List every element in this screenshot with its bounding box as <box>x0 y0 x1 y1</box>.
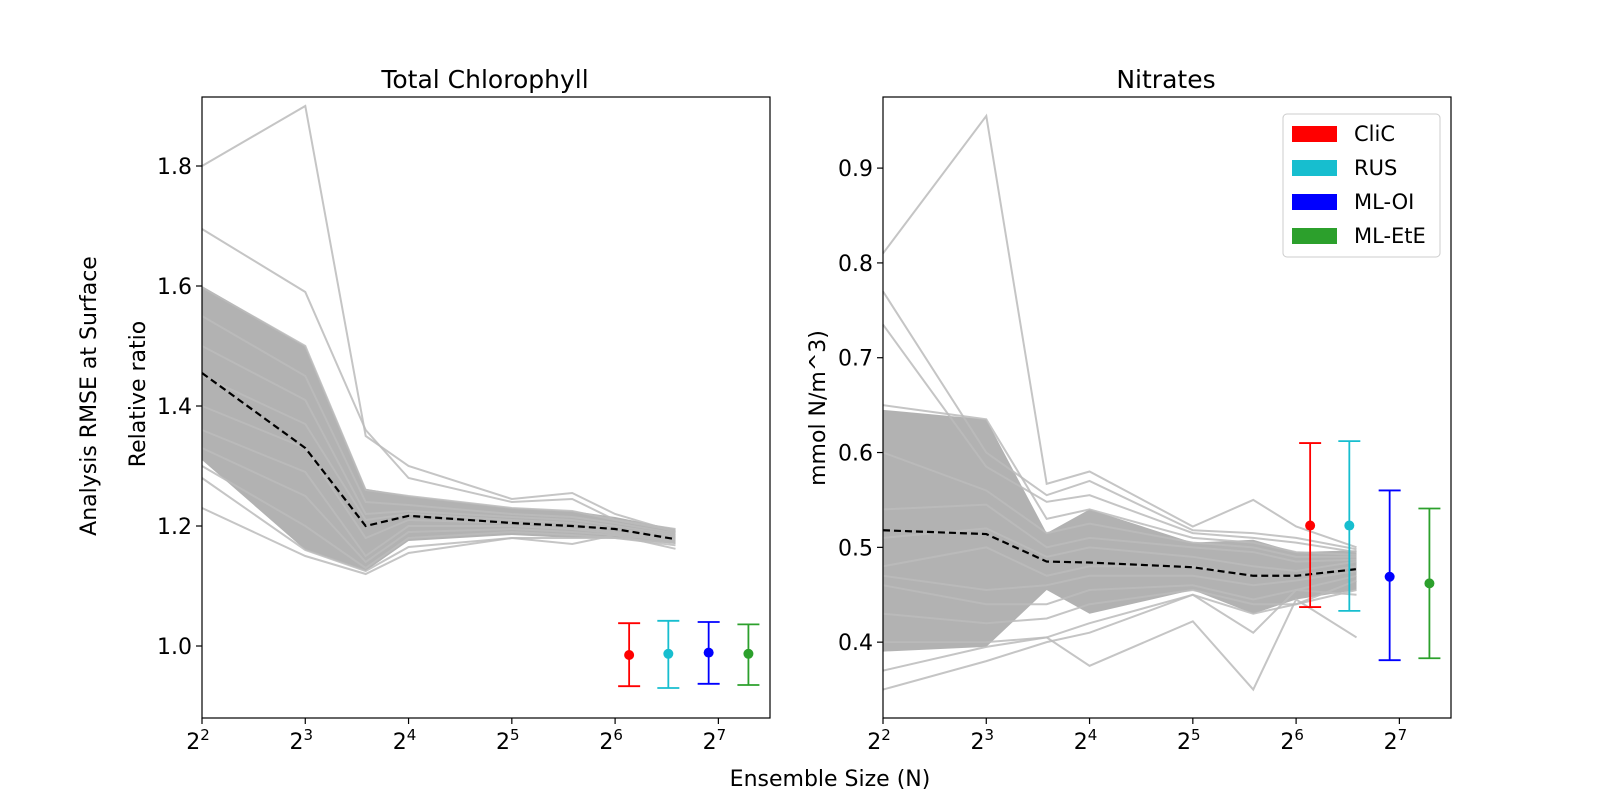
mean-line <box>201 372 676 541</box>
ensemble-line-12 <box>201 507 676 576</box>
plot-area <box>201 104 760 689</box>
ensemble-line-3 <box>201 286 676 532</box>
legend-label-clic: CliC <box>1354 122 1395 146</box>
legend-swatch-clic <box>1292 126 1337 142</box>
ensemble-line-11 <box>201 477 676 573</box>
spread-band <box>883 409 1357 652</box>
ensemble-line-9 <box>882 570 1357 592</box>
y-tick-label: 0.7 <box>838 347 873 372</box>
chart-title: Nitrates <box>1116 65 1215 94</box>
legend-label-ml-oi: ML-OI <box>1354 190 1414 214</box>
ensemble-line-13 <box>882 598 1358 692</box>
y-tick-label: 0.5 <box>838 536 873 561</box>
ensemble-line-5 <box>882 451 1357 558</box>
legend-box <box>1282 113 1441 258</box>
errorbar-point-ml-oi <box>1384 571 1395 582</box>
plot-area <box>882 113 1441 692</box>
y-tick-label: 0.6 <box>838 442 873 467</box>
errorbar-point-clic <box>624 650 635 660</box>
y-tick-label: 1.4 <box>157 395 192 420</box>
y-axis-label: mmol N/m^3) <box>806 330 831 486</box>
errorbar-point-ml-ete <box>743 648 754 659</box>
errorbar-point-clic <box>1305 520 1316 531</box>
axes-frame <box>882 96 1452 719</box>
ensemble-line-7 <box>201 405 676 540</box>
errorbar-point-ml-oi <box>703 647 714 658</box>
ensemble-line-7 <box>882 527 1357 573</box>
legend-swatch-ml-oi <box>1292 194 1337 210</box>
ensemble-line-9 <box>201 447 676 564</box>
legend-label-ml-ete: ML-EtE <box>1354 224 1426 248</box>
ensemble-line-10 <box>882 574 1357 606</box>
ensemble-line-8 <box>201 429 676 558</box>
ensemble-line-4 <box>201 315 676 535</box>
y-tick-label: 1.6 <box>157 275 192 300</box>
ensemble-line-11 <box>882 579 1357 625</box>
ensemble-line-14 <box>882 588 1357 691</box>
ensemble-line-6 <box>882 503 1357 563</box>
ensemble-line-1 <box>201 104 676 533</box>
figure-xlabel: Ensemble Size (N) <box>730 767 931 792</box>
mean-line <box>882 529 1357 577</box>
ensemble-line-4 <box>882 404 1357 556</box>
ensemble-line-3 <box>882 323 1357 554</box>
legend-swatch-ml-ete <box>1292 228 1337 244</box>
y-tick-label: 0.4 <box>838 631 873 656</box>
ensemble-line-1 <box>882 113 1357 549</box>
ensemble-line-12 <box>883 589 1357 644</box>
y-axis-label: Relative ratio <box>126 321 151 467</box>
chart-panel-nitrates: Nitrates mmol N/m^3) CliC RUS ML-OI ML-E… <box>806 65 1452 755</box>
ensemble-line-5 <box>201 345 676 536</box>
ensemble-line-2 <box>882 290 1357 551</box>
chart-panel-total-chlorophyll: Total Chlorophyll Relative ratio 1.0 1.2 1… <box>126 65 771 755</box>
spread-band <box>202 286 676 571</box>
errorbar-point-rus <box>1344 520 1355 531</box>
legend-swatch-rus <box>1292 160 1337 176</box>
errorbar-point-rus <box>663 648 674 659</box>
y-tick-label: 0.8 <box>838 252 873 277</box>
axes-frame <box>201 96 771 719</box>
errorbar-point-ml-ete <box>1424 578 1435 589</box>
legend-label-rus: RUS <box>1354 156 1397 180</box>
y-tick-label: 1.8 <box>157 155 192 180</box>
y-tick-label: 0.9 <box>838 157 873 182</box>
ensemble-line-6 <box>201 375 676 538</box>
legend: CliC RUS ML-OI ML-EtE <box>1282 113 1441 258</box>
chart-title: Total Chlorophyll <box>380 65 588 94</box>
y-tick-label: 1.0 <box>157 635 192 660</box>
y-tick-label: 1.2 <box>157 515 192 540</box>
ensemble-line-2 <box>201 228 676 530</box>
figure-ylabel: Analysis RMSE at Surface <box>77 256 102 536</box>
